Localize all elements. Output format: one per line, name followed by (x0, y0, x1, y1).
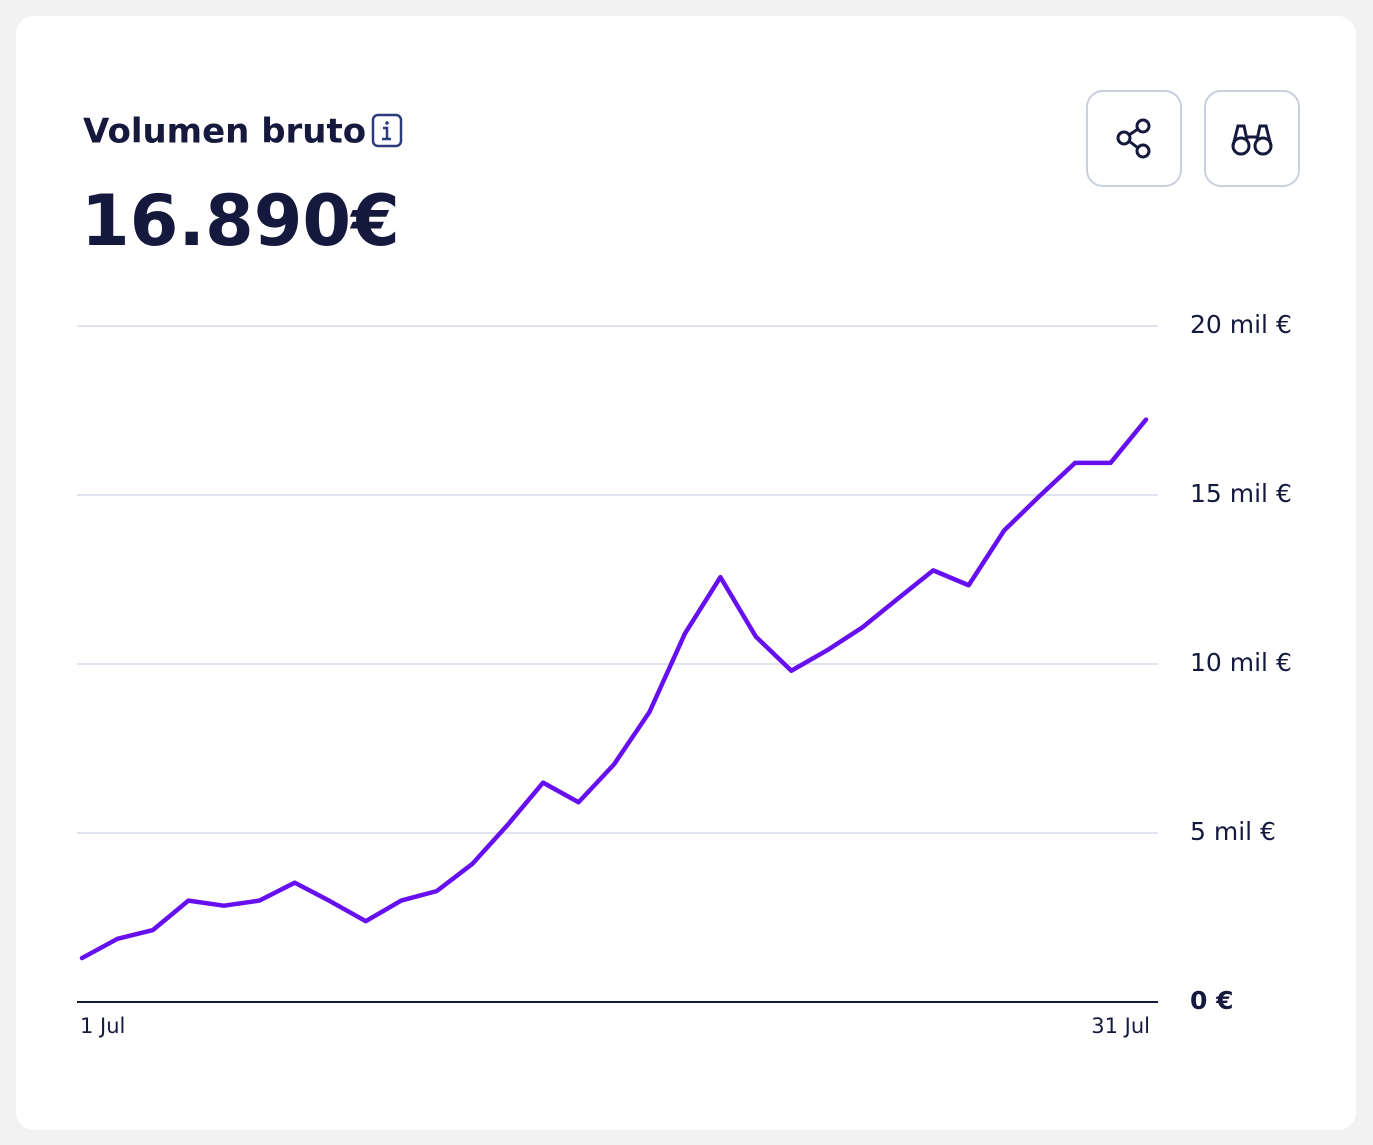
share-button[interactable] (1086, 90, 1182, 187)
info-box (371, 113, 403, 148)
binoculars-icon (1231, 124, 1273, 156)
y-tick-label: 15 mil € (1190, 479, 1292, 508)
y-tick-label: 20 mil € (1190, 310, 1292, 339)
explore-button[interactable] (1204, 90, 1300, 187)
card (16, 16, 1356, 1130)
share-icon (1116, 118, 1151, 159)
headline-value: 16.890€ (81, 180, 400, 262)
y-tick-label: 10 mil € (1190, 648, 1292, 677)
info-glyph (382, 126, 391, 141)
y-tick-label: 5 mil € (1190, 817, 1276, 846)
info-icon[interactable] (371, 113, 403, 148)
data-line (79, 417, 1149, 961)
share-frame (1086, 90, 1182, 187)
y-tick-label: 0 € (1190, 986, 1234, 1015)
x-tick-label: 1 Jul (80, 1014, 125, 1038)
x-tick-label: 31 Jul (1091, 1014, 1150, 1038)
chart-title: Volumen bruto (83, 112, 366, 152)
info-dot (385, 121, 389, 125)
